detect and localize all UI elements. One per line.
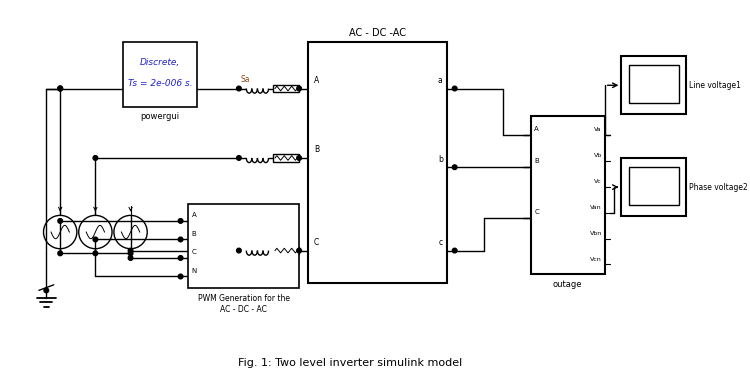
Bar <box>273 154 299 162</box>
Circle shape <box>236 248 242 253</box>
Circle shape <box>58 86 62 91</box>
Circle shape <box>44 288 49 292</box>
Circle shape <box>178 237 183 242</box>
Circle shape <box>58 86 62 91</box>
Circle shape <box>128 251 133 256</box>
Bar <box>188 204 299 287</box>
Text: Line voltage1: Line voltage1 <box>689 81 741 90</box>
Bar <box>621 56 686 114</box>
Text: B: B <box>314 145 319 154</box>
Text: Va: Va <box>594 127 602 132</box>
Text: b: b <box>438 154 442 163</box>
Circle shape <box>297 156 302 160</box>
Circle shape <box>178 256 183 260</box>
Text: A: A <box>534 126 539 132</box>
Circle shape <box>297 86 302 91</box>
Bar <box>273 85 299 92</box>
Text: Ts = 2e-006 s.: Ts = 2e-006 s. <box>128 80 193 89</box>
Circle shape <box>128 256 133 260</box>
Text: c: c <box>439 238 442 247</box>
Text: B: B <box>192 230 196 237</box>
Circle shape <box>178 274 183 279</box>
Circle shape <box>128 248 133 253</box>
Circle shape <box>452 248 457 253</box>
Text: outage: outage <box>553 280 583 289</box>
Circle shape <box>93 251 98 256</box>
Text: powergui: powergui <box>141 112 180 121</box>
Circle shape <box>58 86 62 91</box>
Circle shape <box>93 237 98 242</box>
Circle shape <box>58 219 62 223</box>
Bar <box>123 42 197 107</box>
Text: Fig. 1: Two level inverter simulink model: Fig. 1: Two level inverter simulink mode… <box>238 358 462 368</box>
Text: A: A <box>192 212 196 218</box>
Text: Vb: Vb <box>594 153 602 158</box>
Text: A: A <box>314 76 320 85</box>
Bar <box>273 247 299 254</box>
Text: AC - DC -AC: AC - DC -AC <box>350 28 406 38</box>
Text: Phase voltage2: Phase voltage2 <box>689 183 748 191</box>
Bar <box>621 158 686 216</box>
Circle shape <box>178 219 183 223</box>
Text: Discrete,: Discrete, <box>140 58 180 67</box>
Text: Sa: Sa <box>241 75 250 84</box>
Circle shape <box>236 156 242 160</box>
Bar <box>530 116 605 274</box>
Text: Vbn: Vbn <box>590 231 602 236</box>
Bar <box>628 167 679 205</box>
Circle shape <box>297 248 302 253</box>
Text: Van: Van <box>590 205 602 210</box>
Text: Vc: Vc <box>594 179 602 184</box>
Circle shape <box>452 86 457 91</box>
Circle shape <box>452 165 457 170</box>
Text: N: N <box>192 268 197 274</box>
Text: C: C <box>192 249 196 255</box>
Bar <box>628 66 679 103</box>
Text: PWM Generation for the: PWM Generation for the <box>197 294 290 303</box>
Text: B: B <box>534 158 539 165</box>
Circle shape <box>58 251 62 256</box>
Circle shape <box>93 156 98 160</box>
Text: C: C <box>534 209 539 215</box>
Circle shape <box>236 86 242 91</box>
Text: AC - DC - AC: AC - DC - AC <box>220 305 267 314</box>
Text: a: a <box>438 76 442 85</box>
Text: C: C <box>314 238 320 247</box>
Text: Vcn: Vcn <box>590 257 602 262</box>
Bar <box>308 42 447 283</box>
